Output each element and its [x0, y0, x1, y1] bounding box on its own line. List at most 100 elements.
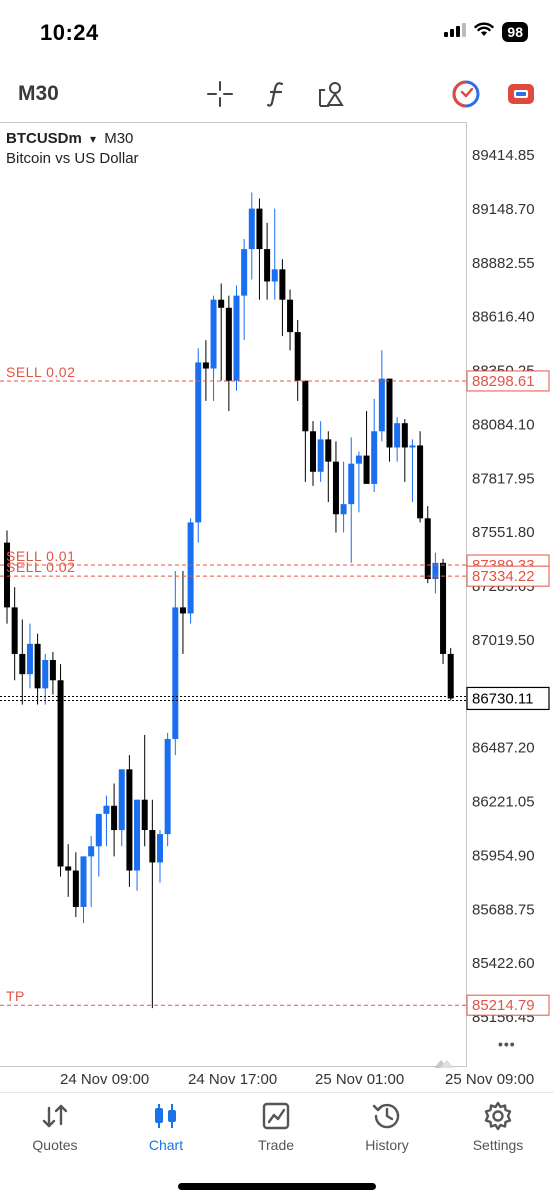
scroll-end-marker-icon — [440, 1060, 454, 1068]
battery-icon: 98 — [502, 22, 528, 42]
candle-body — [103, 805, 110, 814]
candle-body — [202, 362, 209, 369]
candle-body — [241, 249, 248, 296]
candle-body — [447, 653, 454, 699]
candle-body — [42, 660, 49, 689]
tab-label: History — [365, 1137, 409, 1153]
candle-body — [179, 607, 186, 614]
order-label: TP — [6, 988, 25, 1004]
time-label: 24 Nov 17:00 — [184, 1071, 282, 1088]
price-axis-label: 87551.80 — [472, 524, 535, 541]
order-price-tag — [466, 994, 550, 1016]
time-label: 25 Nov 09:00 — [441, 1071, 539, 1088]
order-price-tag-text: 85214.79 — [472, 997, 535, 1014]
candle-body — [332, 461, 339, 515]
candle-body — [72, 870, 79, 907]
order-price-tag-text: 87334.22 — [472, 568, 535, 585]
price-axis-label: 88084.10 — [472, 416, 535, 433]
candle-body — [65, 866, 72, 871]
candle-body — [348, 463, 355, 505]
candle-body — [141, 799, 148, 831]
candle-body — [371, 431, 378, 484]
quotes-arrows-icon — [0, 1099, 110, 1133]
candle-body — [172, 607, 179, 739]
candle-body — [256, 208, 263, 250]
status-time: 10:24 — [40, 20, 99, 45]
candle-body — [401, 423, 408, 448]
order-price-tag-text: 88298.61 — [472, 373, 535, 390]
order-label: SELL 0.02 — [6, 364, 75, 380]
candle-body — [149, 830, 156, 863]
tab-label: Quotes — [32, 1137, 78, 1153]
more-options-button[interactable]: ••• — [498, 1036, 516, 1052]
candle-body — [4, 542, 10, 608]
candle-body — [210, 299, 217, 369]
candle-body — [325, 439, 332, 462]
price-axis-label: 87817.95 — [472, 470, 535, 487]
candle-body — [302, 380, 309, 432]
candle-body — [218, 299, 225, 308]
candle-body — [363, 455, 370, 484]
one-click-trading-icon[interactable] — [450, 78, 482, 110]
tab-chart[interactable]: Chart — [111, 1099, 221, 1159]
symbol-dropdown-icon[interactable]: ▾ — [90, 132, 97, 146]
current-price-tag — [466, 686, 550, 711]
order-label: SELL 0.02 — [6, 559, 75, 575]
trade-chart-icon — [221, 1099, 331, 1133]
price-axis-label: 85954.90 — [472, 847, 535, 864]
tab-bar: Quotes Chart Trade History — [0, 1092, 554, 1200]
price-axis-label: 86221.05 — [472, 794, 535, 811]
candle-body — [432, 562, 439, 580]
price-axis-label: 88882.55 — [472, 255, 535, 272]
account-icon[interactable] — [505, 78, 537, 110]
time-label: 25 Nov 01:00 — [311, 1071, 409, 1088]
chart-frame — [0, 122, 467, 1067]
candle-body — [440, 562, 447, 654]
chart-toolbar: M30 — [0, 70, 554, 118]
chart-candles-icon — [111, 1099, 221, 1133]
order-price-tag — [466, 370, 550, 392]
order-price-tag — [466, 565, 550, 587]
tab-label: Settings — [472, 1137, 524, 1153]
settings-gear-icon — [443, 1099, 553, 1133]
time-label: 24 Nov 09:00 — [56, 1071, 154, 1088]
objects-icon[interactable] — [316, 78, 348, 110]
tab-settings[interactable]: Settings — [443, 1099, 553, 1159]
candle-body — [126, 769, 133, 871]
symbol-info[interactable]: BTCUSDm ▾ M30 — [6, 130, 133, 147]
price-axis-label: 87019.50 — [472, 632, 535, 649]
function-icon[interactable] — [260, 78, 292, 110]
candle-body — [49, 660, 56, 681]
price-axis-label: 85422.60 — [472, 955, 535, 972]
symbol-timeframe: M30 — [104, 130, 134, 147]
candle-body — [409, 445, 416, 448]
candle-body — [57, 680, 64, 867]
candle-body — [233, 295, 240, 381]
symbol-name: BTCUSDm — [6, 130, 82, 147]
candle-body — [95, 813, 102, 847]
candle-body — [118, 769, 125, 831]
candle-body — [287, 299, 294, 333]
candle-body — [355, 455, 362, 464]
price-axis-label: 86487.20 — [472, 740, 535, 757]
candle-body — [187, 522, 194, 614]
candle-body — [195, 362, 202, 523]
order-label: SELL 0.01 — [6, 548, 75, 564]
price-chart[interactable]: 89414.8589148.7088882.5588616.4088350.25… — [0, 122, 554, 1072]
candle-body — [310, 431, 316, 472]
price-axis-label: 85688.75 — [472, 901, 535, 918]
cellular-signal-icon — [444, 22, 467, 42]
current-price-tag-text: 86730.11 — [472, 690, 533, 707]
candle-body — [394, 423, 401, 448]
candle-body — [424, 518, 431, 580]
timeframe-button[interactable]: M30 — [18, 82, 59, 105]
chart-area[interactable]: 89414.8589148.7088882.5588616.4088350.25… — [0, 122, 554, 1072]
candle-body — [317, 439, 324, 472]
tab-trade[interactable]: Trade — [221, 1099, 331, 1159]
tab-quotes[interactable]: Quotes — [0, 1099, 110, 1159]
crosshair-icon[interactable] — [204, 78, 236, 110]
price-axis-label: 88616.40 — [472, 309, 535, 326]
symbol-description: Bitcoin vs US Dollar — [6, 150, 139, 167]
candle-body — [34, 643, 41, 689]
tab-history[interactable]: History — [332, 1099, 442, 1159]
